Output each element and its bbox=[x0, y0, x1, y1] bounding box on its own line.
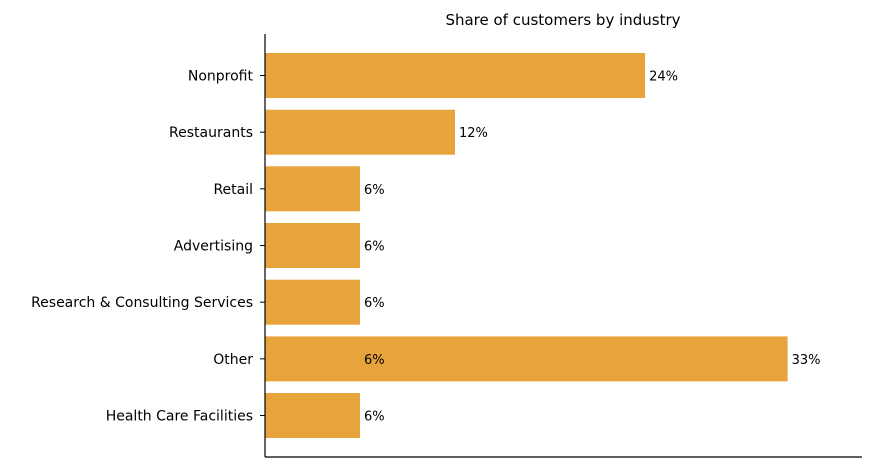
bars-group bbox=[265, 53, 788, 438]
bar-nonprofit bbox=[265, 53, 646, 98]
bar-other bbox=[265, 336, 788, 382]
bar-advertising bbox=[265, 223, 360, 268]
y-tick-label: Health Care Facilities bbox=[106, 409, 253, 425]
bar-restaurants bbox=[265, 109, 455, 155]
data-label: 6% bbox=[364, 296, 385, 311]
data-label: 24% bbox=[649, 70, 678, 85]
bar-health-care-facilities bbox=[265, 393, 360, 438]
data-label: 6% bbox=[364, 183, 385, 198]
data-label: 6% bbox=[364, 410, 385, 425]
y-tick-label: Advertising bbox=[174, 239, 253, 255]
y-tick-label: Nonprofit bbox=[188, 69, 254, 85]
data-label: 6% bbox=[364, 240, 385, 255]
overlay-data-label: 6% bbox=[364, 353, 385, 368]
bar-research-and-consulting-services bbox=[265, 279, 360, 325]
y-tick-label: Restaurants bbox=[169, 125, 253, 141]
chart-title: Share of customers by industry bbox=[445, 11, 680, 29]
y-tick-label: Research & Consulting Services bbox=[31, 295, 253, 311]
y-tick-label: Retail bbox=[213, 182, 253, 198]
labels-group: Nonprofit 24% Restaurants 12% Retail 6% Advert… bbox=[31, 69, 820, 425]
bar-retail bbox=[265, 166, 360, 212]
data-label: 33% bbox=[792, 353, 821, 368]
data-label: 12% bbox=[459, 126, 488, 141]
y-tick-label: Other bbox=[213, 352, 253, 368]
